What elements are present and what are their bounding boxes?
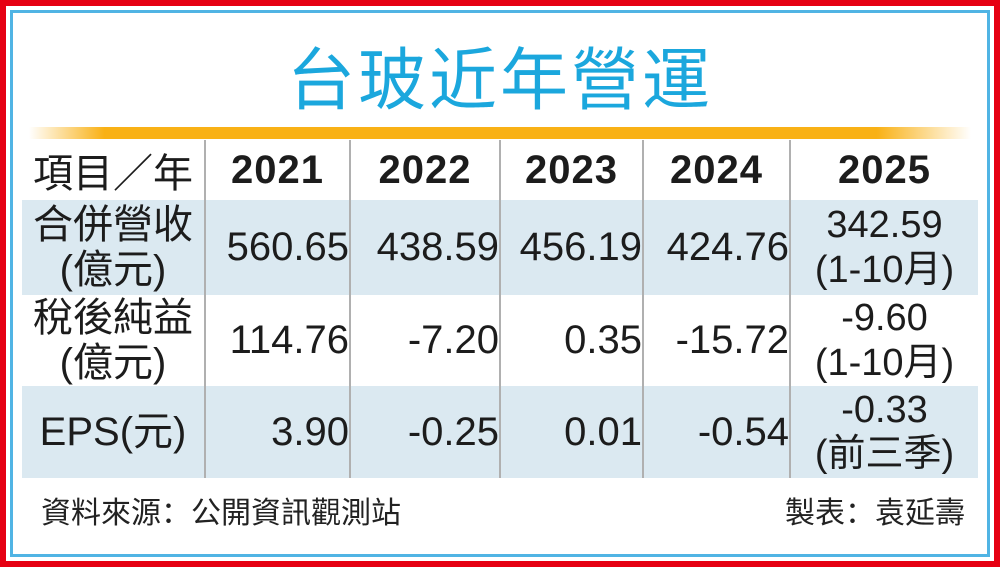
row-label-line2: (億元): [59, 340, 167, 385]
data-cell: 0.35: [500, 295, 644, 386]
page-title: 台玻近年營運: [286, 42, 713, 119]
data-cell: -15.72: [643, 295, 791, 386]
row-label-line1: 合併營收: [33, 202, 193, 247]
data-cell-2025: 342.59 (1-10月): [790, 200, 978, 295]
data-cell: -0.25: [350, 386, 501, 478]
row-label-line1: EPS(元): [39, 409, 187, 454]
data-cell: 114.76: [205, 295, 351, 386]
table-credit-label: 製表：袁延壽: [785, 497, 965, 530]
data-cell-2025: -9.60 (1-10月): [790, 295, 978, 386]
period-note: (前三季): [814, 433, 955, 475]
data-cell: 0.01: [500, 386, 644, 478]
data-cell: 560.65: [205, 200, 351, 295]
period-note: (1-10月): [814, 341, 955, 384]
header-cell-2024: 2024: [643, 140, 791, 200]
data-source-label: 資料來源：公開資訊觀測站: [41, 497, 401, 530]
row-label-line1: 稅後純益: [33, 295, 193, 340]
header-cell-2023: 2023: [500, 140, 644, 200]
data-cell: 438.59: [350, 200, 501, 295]
data-cell: 3.90: [205, 386, 351, 478]
table-header-row: 項目／年 2021 2022 2023 2024 2025: [22, 140, 978, 200]
operations-table: 項目／年 2021 2022 2023 2024 2025 合併營收 (億元) …: [22, 140, 978, 478]
header-cell-2021: 2021: [205, 140, 351, 200]
row-label-revenue: 合併營收 (億元): [22, 200, 206, 295]
data-cell-2025: -0.33 (前三季): [790, 386, 978, 478]
data-value: -9.60: [841, 297, 928, 340]
data-cell: -0.54: [643, 386, 791, 478]
row-label-net-profit: 稅後純益 (億元): [22, 295, 206, 386]
header-cell-2025: 2025: [790, 140, 978, 200]
inner-blue-border: 台玻近年營運 項目／年 2021 2022 2023 2024 2025 合併營…: [10, 10, 990, 557]
table-row-net-profit: 稅後純益 (億元) 114.76 -7.20 0.35 -15.72 -9.60…: [22, 295, 978, 386]
orange-accent-bar: [29, 127, 971, 139]
table-row-eps: EPS(元) 3.90 -0.25 0.01 -0.54 -0.33 (前三季): [22, 386, 978, 478]
row-label-line2: (億元): [59, 247, 167, 292]
header-cell-item: 項目／年: [22, 140, 206, 200]
data-cell: 424.76: [643, 200, 791, 295]
data-value: -0.33: [841, 388, 928, 431]
row-label-eps: EPS(元): [22, 386, 206, 478]
data-value: 342.59: [826, 204, 943, 247]
period-note: (1-10月): [814, 248, 955, 291]
table-row-revenue: 合併營收 (億元) 560.65 438.59 456.19 424.76 34…: [22, 200, 978, 295]
data-cell: -7.20: [350, 295, 501, 386]
header-cell-2022: 2022: [350, 140, 501, 200]
data-cell: 456.19: [500, 200, 644, 295]
footer: 資料來源：公開資訊觀測站 製表：袁延壽: [13, 478, 987, 532]
